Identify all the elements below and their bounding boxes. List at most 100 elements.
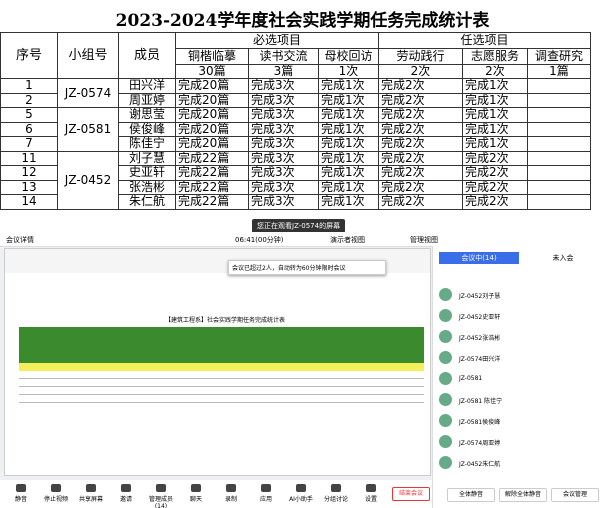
header-row: 铜楷临摹 读书交流 母校回访 劳动践行 志愿服务 调查研究 <box>1 48 591 65</box>
tool-button[interactable]: 应用 <box>249 484 283 503</box>
item-quota: 3篇 <box>248 64 319 79</box>
data-row: 12 史亚轩 完成22篇 完成3次 完成1次 完成2次 完成2次 <box>0 165 591 181</box>
table-title: 2023-2024学年度社会实践学期任务完成统计表 <box>115 11 490 31</box>
top-bar: 会议详情 06:41(00分钟) 演示者视图 管理视图 <box>0 232 605 247</box>
status <box>527 121 591 137</box>
item-quota: 2次 <box>462 64 528 79</box>
member: 张浩彬 <box>118 179 176 195</box>
status: 完成2次 <box>378 194 463 210</box>
participant: JZ-0581侯俊峰 <box>439 412 599 430</box>
group-name: JZ-0574 <box>57 78 119 108</box>
tool-button[interactable]: 停止视频 <box>39 484 73 503</box>
tool-icon <box>16 484 26 492</box>
status: 完成3次 <box>248 179 319 195</box>
status: 完成1次 <box>462 92 528 108</box>
panel-button[interactable]: 全体静音 <box>447 488 495 502</box>
participant-name: JZ-0452朱仁航 <box>459 461 501 468</box>
status: 完成1次 <box>318 194 379 210</box>
details[interactable]: 会议详情 <box>6 236 34 244</box>
row-no: 14 <box>0 194 58 210</box>
tool-button[interactable]: 录制 <box>214 484 248 503</box>
row-no: 6 <box>0 121 58 137</box>
status <box>527 136 591 152</box>
tool-label: 聊天 <box>189 496 202 503</box>
panel-button[interactable]: 解除全体静音 <box>499 488 547 502</box>
tool-label: 邀请 <box>119 496 132 503</box>
status: 完成3次 <box>248 165 319 181</box>
avatar <box>439 414 452 427</box>
tab[interactable]: 未入会 <box>552 254 574 262</box>
view[interactable]: 演示者视图 <box>330 236 365 244</box>
participant: JZ-0452刘子慧 <box>439 286 599 304</box>
tool-label: 共享屏幕 <box>78 496 103 503</box>
notice: 会议已超过2人，自动转为60分钟限时会议 <box>228 260 386 275</box>
header-row: 序号 小组号 成员 必选项目 任选项目 <box>0 32 591 79</box>
row-no: 12 <box>0 165 58 181</box>
avatar <box>439 435 452 448</box>
tool-button[interactable]: 共享屏幕 <box>74 484 108 503</box>
tool-icon <box>296 484 306 492</box>
end-button[interactable]: 结束会议 <box>392 487 430 501</box>
status: 完成1次 <box>318 78 379 94</box>
tool-icon <box>261 484 271 492</box>
status: 完成1次 <box>462 121 528 137</box>
status: 完成2次 <box>462 150 528 166</box>
timer: 06:41(00分钟) <box>235 236 284 244</box>
status <box>527 150 591 166</box>
status <box>527 107 591 123</box>
tool-button[interactable]: 管理成员(14) <box>144 484 178 508</box>
group-head: 任选项目 <box>378 32 591 49</box>
tool-button[interactable]: 静音 <box>4 484 38 503</box>
tool-label: 录制 <box>224 496 237 503</box>
group-name: JZ-0452 <box>57 150 119 210</box>
tool-icon <box>121 484 131 492</box>
task-table: 序号 小组号 成员 必选项目 任选项目 铜楷临摹 读书交流 母校回访 劳动践行 志愿服务 调查研究 3… <box>0 32 591 210</box>
status: 完成22篇 <box>175 165 249 181</box>
tool-button[interactable]: AI小助手 <box>284 484 318 503</box>
tab[interactable]: 会议中(14) <box>439 252 519 264</box>
toolbar: 结束会议 静音 停止视频 共享屏幕 邀请 管理成员(14) 聊天 录制 应用 AI小助手 分组讨论… <box>0 480 432 508</box>
row-no: 5 <box>0 107 58 123</box>
sheet-highlight <box>19 363 424 371</box>
data-row: 7 陈佳宁 完成20篇 完成3次 完成1次 完成2次 完成1次 <box>0 136 591 152</box>
status: 完成22篇 <box>175 194 249 210</box>
tool-button[interactable]: 设置 <box>354 484 388 503</box>
status: 完成1次 <box>462 78 528 94</box>
tool-label: 应用 <box>259 496 272 503</box>
status: 完成2次 <box>378 165 463 181</box>
data-row: 13 张浩彬 完成22篇 完成3次 完成1次 完成2次 完成2次 <box>0 179 591 195</box>
status <box>527 78 591 94</box>
tool-button[interactable]: 邀请 <box>109 484 143 503</box>
status: 完成3次 <box>248 78 319 94</box>
participant-name: JZ-0452刘子慧 <box>459 293 501 300</box>
data-row: 11 JZ-0452 刘子慧 完成22篇 完成3次 完成1次 完成2次 完成2次 <box>0 150 591 210</box>
participant: JZ-0452史亚轩 <box>439 307 599 325</box>
status <box>527 179 591 195</box>
avatar <box>439 288 452 301</box>
tool-button[interactable]: 分组讨论 <box>319 484 353 503</box>
manage-view[interactable]: 管理视图 <box>410 236 438 244</box>
member: 侯俊峰 <box>118 121 176 137</box>
panel-button[interactable]: 会议管理 <box>551 488 599 502</box>
item-quota: 1篇 <box>527 64 591 79</box>
status: 完成20篇 <box>175 107 249 123</box>
group-name: JZ-0581 <box>57 107 119 152</box>
participant: JZ-0452朱仁航 <box>439 454 599 472</box>
avatar <box>439 309 452 322</box>
tool-icon <box>226 484 236 492</box>
shared-sheet: 【建筑工程系】社会实践学期任务完成统计表 <box>4 248 431 476</box>
row-no: 13 <box>0 179 58 195</box>
status: 完成1次 <box>318 136 379 152</box>
status: 完成20篇 <box>175 78 249 94</box>
status: 完成22篇 <box>175 150 249 166</box>
status: 完成3次 <box>248 150 319 166</box>
item-head: 劳动践行 <box>378 48 463 65</box>
participant: JZ-0581 陈佳宁 <box>439 391 599 409</box>
status: 完成1次 <box>462 136 528 152</box>
item-head: 铜楷临摹 <box>175 48 249 65</box>
status: 完成2次 <box>378 150 463 166</box>
tool-button[interactable]: 聊天 <box>179 484 213 503</box>
column-head: 小组号 <box>57 32 119 79</box>
avatar <box>439 393 452 406</box>
